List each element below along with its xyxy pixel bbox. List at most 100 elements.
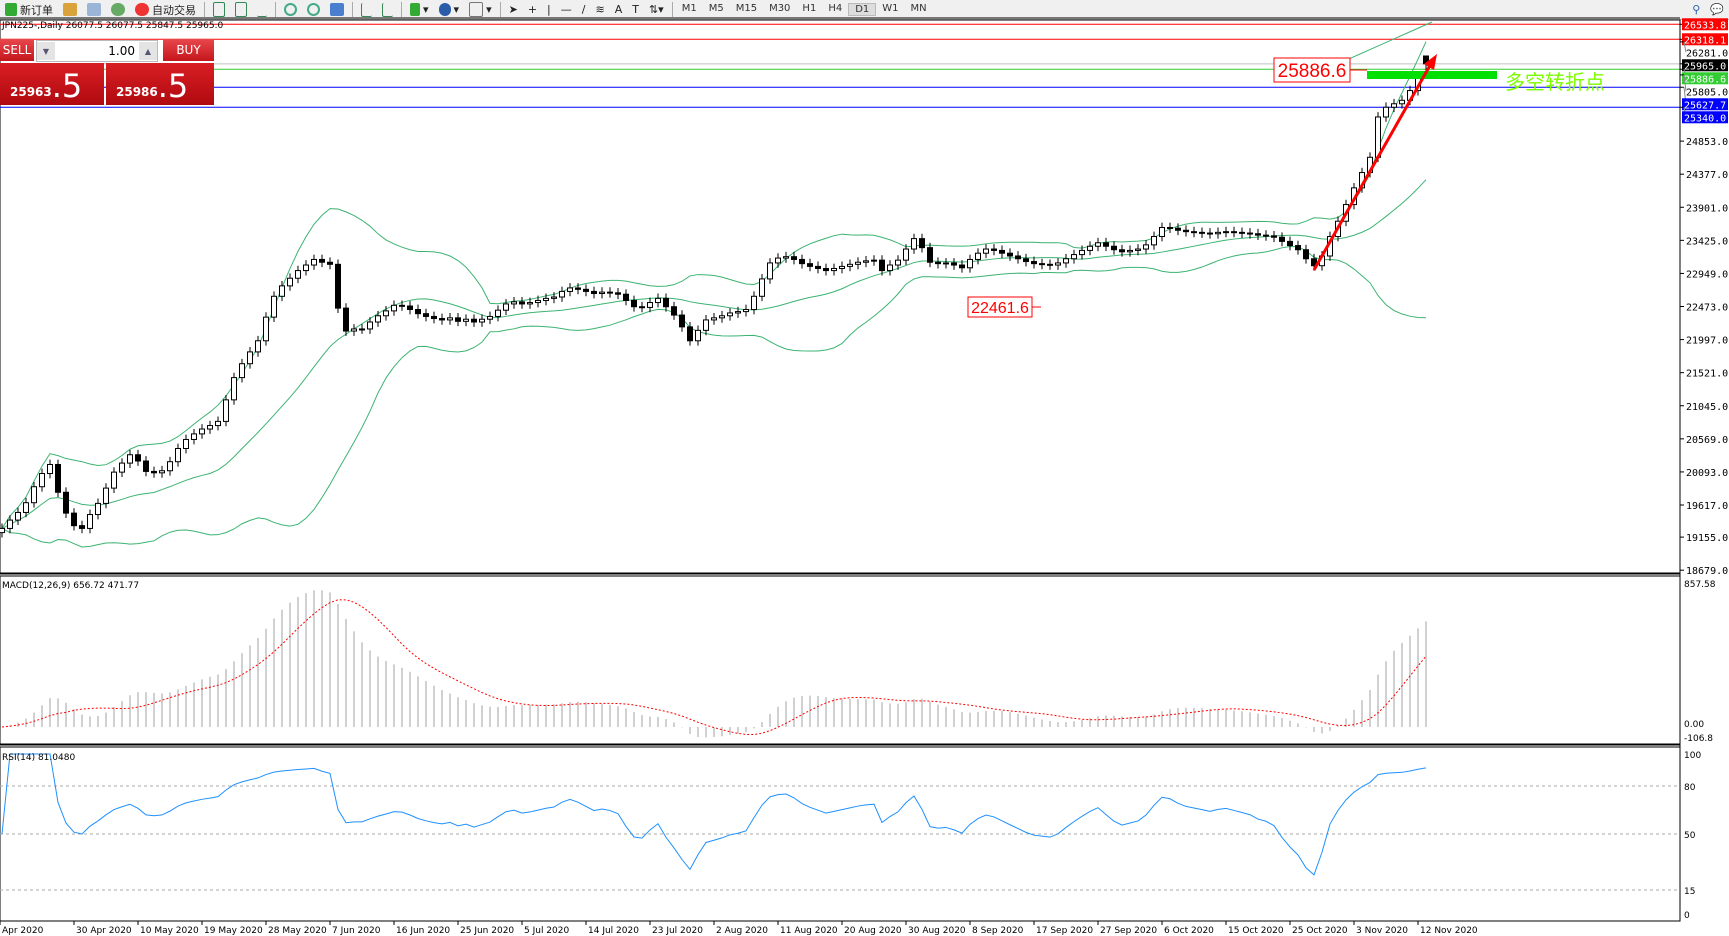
candle: [631, 295, 637, 312]
text-label-button[interactable]: T: [627, 1, 644, 18]
candle-body: [311, 258, 317, 266]
timeframe-d1[interactable]: D1: [848, 3, 877, 16]
text-button[interactable]: A: [610, 1, 628, 18]
candle-body: [551, 296, 557, 299]
timeframe-mn[interactable]: MN: [910, 3, 927, 14]
candle: [799, 254, 805, 269]
horizontal-line-button[interactable]: —: [556, 1, 577, 18]
history-center-button[interactable]: [58, 1, 82, 18]
timeframe-m5[interactable]: M5: [708, 3, 724, 14]
candle: [959, 260, 965, 273]
timeframe-h1[interactable]: H1: [802, 3, 817, 14]
templates-button[interactable]: ▾: [464, 1, 497, 18]
candle-body: [1271, 235, 1277, 238]
toolbar-divider: [401, 2, 402, 17]
candle-body: [1047, 263, 1053, 266]
candle: [1231, 226, 1237, 238]
candle: [479, 314, 485, 327]
candle-body: [367, 321, 373, 330]
timeframe-m15[interactable]: M15: [735, 3, 758, 14]
candle: [1007, 248, 1013, 261]
market-button[interactable]: [106, 1, 130, 18]
candle-body: [647, 302, 653, 308]
sell-price-button[interactable]: 25963.5: [0, 63, 104, 105]
fibonacci-button[interactable]: ≋: [590, 1, 609, 18]
candle-body: [1119, 249, 1125, 253]
candle-body: [983, 248, 989, 254]
sell-price-main: 25963: [10, 85, 52, 99]
zoom-out-button[interactable]: [302, 1, 325, 18]
timeframe-m30[interactable]: M30: [769, 3, 791, 14]
rsi-line: [1, 753, 1427, 876]
high-price-label: 25886.6: [1278, 61, 1347, 82]
candle: [1111, 241, 1117, 255]
candle-body: [743, 308, 749, 313]
price-tick-label: 20569.0: [1686, 435, 1728, 446]
candle-chart-button[interactable]: [230, 1, 252, 18]
crosshair-button[interactable]: +: [523, 1, 542, 18]
candle: [151, 466, 157, 478]
candle: [1119, 244, 1125, 257]
zoom-in-button[interactable]: [279, 1, 302, 18]
lot-value[interactable]: 1.00: [108, 44, 135, 58]
indicators-button[interactable]: ▾: [405, 1, 434, 18]
buy-button[interactable]: BUY: [163, 39, 214, 61]
periods-button[interactable]: ▾: [434, 1, 465, 18]
auto-scroll-button[interactable]: [356, 1, 377, 18]
candle: [623, 289, 629, 306]
candle: [39, 468, 45, 492]
candle: [871, 255, 877, 266]
sell-button[interactable]: SELL: [0, 39, 34, 61]
candle: [639, 301, 645, 313]
candle-body: [535, 299, 541, 304]
candle-body: [423, 313, 429, 317]
candle-body: [943, 262, 949, 265]
candle-body: [463, 318, 469, 322]
tile-windows-button[interactable]: [325, 1, 349, 18]
candle: [695, 325, 701, 346]
macd-tick-label: 857.58: [1684, 580, 1716, 590]
lot-decrease-button[interactable]: ▼: [37, 42, 55, 60]
candle-body: [519, 301, 525, 305]
signals-button[interactable]: [82, 1, 106, 18]
price-tick-label: 18679.0: [1686, 566, 1728, 577]
new-order-button[interactable]: 新订单: [0, 1, 58, 18]
timeframe-m1[interactable]: M1: [681, 3, 697, 14]
timeframe-w1[interactable]: W1: [882, 3, 899, 14]
trendline-button[interactable]: /: [577, 1, 591, 18]
candle: [879, 255, 885, 276]
toolbar-divider: [204, 2, 205, 17]
chat-button[interactable]: 💬: [1705, 1, 1729, 18]
search-button[interactable]: ⚲: [1687, 1, 1705, 18]
candle: [391, 300, 397, 316]
lot-increase-button[interactable]: ▲: [139, 42, 157, 60]
hidden-price-label: 25805.0: [1686, 87, 1728, 98]
candle: [71, 508, 77, 531]
arrows-button[interactable]: ⇅▾: [644, 1, 669, 18]
candle-body: [351, 328, 357, 332]
price-tick-label: 21045.0: [1686, 402, 1728, 413]
cursor-icon: ➤: [508, 3, 518, 16]
toolbar: 新订单 自动交易 ▾ ▾ ▾ ➤ + | — / ≋ A T ⇅▾ M1 M5 M1…: [0, 0, 1729, 20]
cursor-button[interactable]: ➤: [504, 1, 523, 18]
rsi-tick-label: 0: [1684, 911, 1690, 921]
bar-chart-button[interactable]: [208, 1, 230, 18]
line-chart-icon: [257, 3, 267, 17]
timeframe-h4[interactable]: H4: [828, 3, 843, 14]
candle-body: [775, 257, 781, 264]
lot-size-input[interactable]: ▼ 1.00 ▲: [36, 40, 158, 62]
candle-body: [15, 511, 21, 521]
line-chart-button[interactable]: [252, 1, 272, 18]
candle: [119, 458, 125, 477]
chart-shift-button[interactable]: [377, 1, 398, 18]
candle: [23, 497, 29, 518]
candle-body: [895, 259, 901, 266]
buy-price-button[interactable]: 25986.5: [106, 63, 214, 105]
date-tick-label: 2 Aug 2020: [716, 926, 768, 936]
auto-trading-button[interactable]: 自动交易: [130, 1, 201, 18]
vertical-line-button[interactable]: |: [542, 1, 556, 18]
candle-body: [55, 463, 61, 493]
date-tick-label: 17 Sep 2020: [1036, 926, 1093, 936]
candle-body: [1391, 103, 1397, 108]
